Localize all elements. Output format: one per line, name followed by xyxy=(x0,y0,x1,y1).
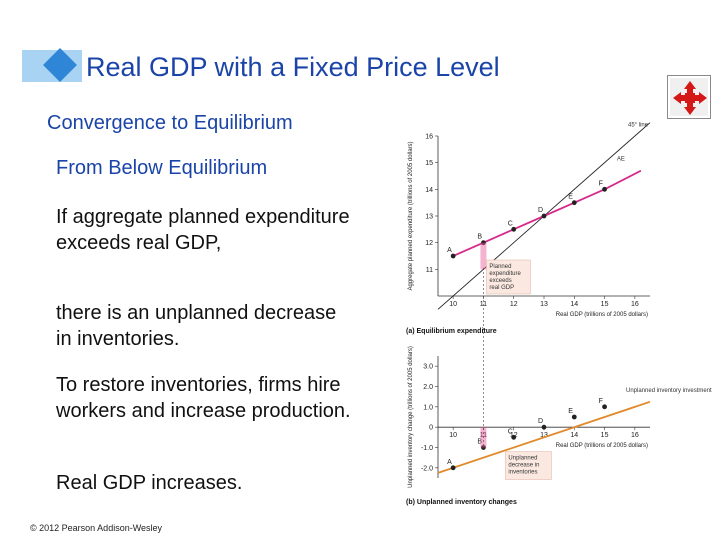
point-label-a-C: C xyxy=(508,220,513,227)
point-label-b-F: F xyxy=(599,398,603,405)
y-tick-label-b-1: -1.0 xyxy=(421,445,433,452)
y-tick-label-a-0: 11 xyxy=(426,267,433,274)
annotation-line-a-2: exceeds xyxy=(489,278,511,284)
y-axis-label-b: Unplanned inventory change (trillions of… xyxy=(408,346,414,488)
point-label-a-B: B xyxy=(477,234,482,241)
y-tick-label-a-5: 16 xyxy=(425,134,433,141)
series-label-b-0: Unplanned inventory investment xyxy=(626,388,712,394)
x-tick-label-a-6: 16 xyxy=(631,301,639,308)
y-tick-label-a-4: 15 xyxy=(425,160,433,167)
series-label-a-0: 45° line xyxy=(628,123,649,129)
annotation-box-a xyxy=(486,259,531,295)
point-label-b-A: A xyxy=(447,459,452,466)
point-a-E xyxy=(571,200,577,206)
y-tick-label-b-5: 3.0 xyxy=(423,364,433,371)
annotation-line-b-1: decrease in xyxy=(508,463,539,469)
x-tick-label-a-5: 15 xyxy=(601,301,609,308)
point-a-F xyxy=(602,186,607,192)
y-axis-label-a: Aggregate planned expenditure (trillions… xyxy=(408,141,414,290)
point-label-a-E: E xyxy=(568,194,573,201)
paragraph-4: Real GDP increases. xyxy=(56,472,243,494)
point-label-b-D: D xyxy=(538,418,543,425)
point-label-b-B: B xyxy=(477,439,482,446)
slide-title: Real GDP with a Fixed Price Level xyxy=(86,52,500,82)
x-tick-label-b-6: 16 xyxy=(631,432,639,439)
point-b-E xyxy=(571,414,577,420)
y-tick-label-b-0: -2.0 xyxy=(421,465,433,472)
point-a-B xyxy=(481,240,486,246)
point-label-a-A: A xyxy=(447,247,452,254)
y-tick-label-b-3: 1.0 xyxy=(423,404,433,411)
caption-a: (a) Equilibrium expenditure xyxy=(406,328,497,335)
annotation-line-a-1: expenditure xyxy=(489,271,521,277)
annotation-line-a-3: real GDP xyxy=(489,285,514,291)
annotation-box-b xyxy=(505,451,552,480)
point-label-b-E: E xyxy=(568,408,573,415)
caption-b: (b) Unplanned inventory changes xyxy=(406,499,517,506)
point-b-D xyxy=(541,424,547,430)
point-b-C xyxy=(511,434,517,440)
paragraph-2: there is an unplanned decrease in invent… xyxy=(56,302,337,350)
x-tick-label-b-4: 14 xyxy=(570,432,578,439)
point-label-a-D: D xyxy=(538,207,543,214)
annotation-line-a-0: Planned xyxy=(489,264,511,270)
series-label-a-1: AE xyxy=(617,157,625,163)
point-a-C xyxy=(511,226,517,232)
equilibrium-figure: 11 12 13 14 15 16 10 11 12 13 14 15 16 Aggregate plan… xyxy=(398,118,712,514)
x-tick-label-a-4: 14 xyxy=(570,301,578,308)
x-tick-label-a-0: 10 xyxy=(449,301,457,308)
point-a-D xyxy=(541,213,547,219)
y-tick-label-a-3: 14 xyxy=(425,187,433,194)
point-label-b-C: C xyxy=(508,428,513,435)
y-tick-label-a-2: 13 xyxy=(425,214,433,221)
annotation-line-b-0: Unplanned xyxy=(508,456,537,462)
point-a-A xyxy=(450,253,456,259)
paragraph-3: To restore inventories, firms hire worke… xyxy=(56,374,351,422)
x-tick-label-a-2: 12 xyxy=(510,301,518,308)
point-b-B xyxy=(481,445,486,450)
y-tick-label-b-2: 0 xyxy=(429,425,433,432)
x-tick-label-a-3: 13 xyxy=(540,301,548,308)
x-tick-label-b-0: 10 xyxy=(449,432,457,439)
y-tick-label-a-1: 12 xyxy=(425,240,433,247)
x-axis-label-b: Real GDP (trillions of 2005 dollars) xyxy=(556,443,648,449)
section-heading: From Below Equilibrium xyxy=(56,157,268,179)
point-b-A xyxy=(450,465,456,471)
x-tick-label-b-3: 13 xyxy=(540,432,548,439)
series-line-b-0 xyxy=(437,400,651,474)
x-tick-label-b-1: 11 xyxy=(480,432,487,439)
x-axis-label-a: Real GDP (trillions of 2005 dollars) xyxy=(556,312,648,318)
copyright-note: © 2012 Pearson Addison-Wesley xyxy=(30,523,163,533)
x-tick-label-b-5: 15 xyxy=(601,432,609,439)
move-arrows-icon[interactable] xyxy=(667,75,711,119)
y-tick-label-b-4: 2.0 xyxy=(423,384,433,391)
point-b-F xyxy=(602,404,607,410)
point-label-a-F: F xyxy=(599,180,603,187)
slide-subtitle: Convergence to Equilibrium xyxy=(47,112,293,134)
annotation-line-b-2: inventories xyxy=(508,470,537,476)
figure-svg: 11 12 13 14 15 16 10 11 12 13 14 15 16 Aggregate plan… xyxy=(406,122,712,506)
paragraph-1: If aggregate planned expenditure exceeds… xyxy=(56,206,350,254)
